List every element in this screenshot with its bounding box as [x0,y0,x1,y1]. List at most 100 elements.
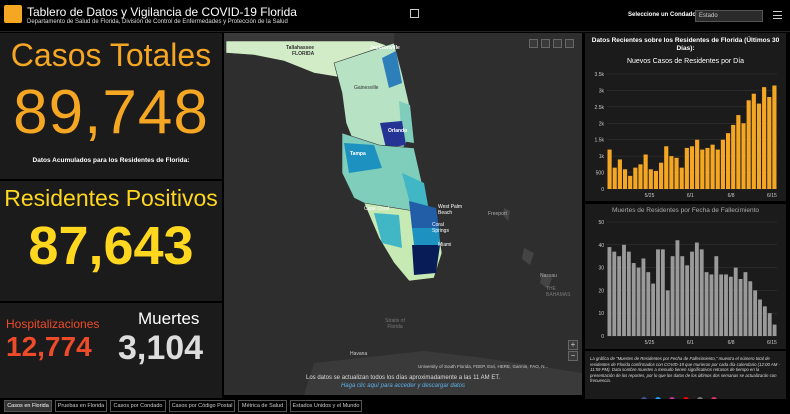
bar [607,149,612,189]
bar [736,115,741,189]
deaths-note-panel: La gráfica de "Muertes de Residentes por… [585,351,786,401]
bar [772,324,777,336]
y-tick-label: 50 [598,220,604,226]
x-tick-label: 6/15 [767,193,777,199]
tampa-county[interactable] [344,143,382,173]
bar [758,299,762,336]
x-tick-label: 5/25 [645,193,655,199]
bar [674,157,679,189]
y-tick-label: 2.5k [595,105,605,111]
cuba-land [304,351,582,395]
bar [743,272,748,336]
bar [725,133,731,189]
bar [746,100,751,189]
x-tick-label: 6/1 [687,340,694,346]
tab-bar: Casos en Florida Pruebas en Florida Caso… [0,399,790,414]
tab-metrica-de-salud[interactable]: Métrica de Salud [238,400,287,412]
total-cases-label: Casos Totales [10,37,212,73]
treasure-coast-county[interactable] [402,173,429,211]
bar [733,267,738,336]
coral-springs-label: Coral Springs [432,222,449,234]
tab-estados-unidos-y-el-mundo[interactable]: Estados Unidos y el Mundo [290,400,362,412]
deaths-chart-title: Muertes de Residentes por Fecha de Falle… [611,207,760,214]
menu-icon[interactable] [773,11,782,19]
florida-health-logo [4,5,22,23]
lee-county[interactable] [374,213,402,248]
bar [670,256,675,336]
jacksonville-label: Jacksonville [370,45,400,51]
new-cases-chart: 0 500 1k 1.5k 2k 2.5k 3k 3.5k 5/25 6/1 6/8 6/15 [595,72,777,199]
bar [700,149,705,189]
nassau-label: Nassau [540,273,557,279]
tallahassee-label: Tallahassee [286,45,314,51]
bahamas-label: THE BAHAMAS [546,286,571,298]
bar [684,147,689,189]
map-canvas[interactable] [224,33,582,395]
bar [709,274,714,336]
y-tick-label: 3.5k [595,72,605,78]
new-cases-title: Nuevos Casos de Residentes por Día [626,58,745,65]
y-tick-label: 20 [598,288,604,294]
bar [680,256,685,336]
florida-map[interactable]: Tallahassee FLORIDA Jacksonville Gainesv… [224,33,582,395]
zoom-in-button[interactable]: + [568,340,578,350]
positive-residents-value: 87,643 [28,216,194,276]
bar [612,251,617,336]
bar [669,156,674,189]
hospitalizations-label: Hospitalizaciones [6,317,100,331]
bar [653,170,659,189]
west-palm-beach-label: West Palm Beach [438,204,463,216]
bar [631,263,636,336]
recent-title: Datos Recientes sobre los Residentes de … [591,37,780,52]
deaths-note: La gráfica de "Muertes de Residentes por… [590,356,780,384]
y-tick-label: 1.5k [595,138,605,144]
map-search-icon[interactable] [529,39,538,48]
tampa-label: Tampa [350,151,366,157]
share-icon[interactable] [410,9,419,18]
bar [633,167,638,189]
orlando-county[interactable] [380,121,406,148]
bar [695,139,700,189]
bar [753,290,758,336]
tab-casos-por-codigo-postal[interactable]: Casos por Código Postal [169,400,235,412]
tab-casos-por-condado[interactable]: Casos por Condado [110,400,166,412]
x-tick-label: 5/25 [645,340,655,346]
zoom-out-button[interactable]: − [568,351,578,361]
bar [728,276,733,336]
bar [738,279,743,336]
map-attribution: University of South Florida, FDEP, Esri,… [418,364,549,369]
y-tick-label: 500 [596,171,605,177]
y-tick-label: 0 [601,187,604,193]
map-layers-icon[interactable] [553,39,562,48]
county-select[interactable]: Estado [695,10,763,22]
bar [659,162,664,189]
freeport-label: Freeport [488,211,507,217]
bar [731,124,736,189]
jacksonville-county[interactable] [382,51,402,88]
map-basemap-icon[interactable] [565,39,574,48]
bar [636,267,641,336]
map-home-icon[interactable] [541,39,550,48]
bar [679,167,684,189]
download-link[interactable]: Haga clic aquí para acceder y descargar … [340,383,466,389]
bar [751,93,756,189]
miami-dade-county[interactable] [412,245,440,275]
bar [622,169,628,189]
x-tick-label: 6/15 [767,340,777,346]
y-tick-label: 1k [599,154,605,160]
tab-pruebas-en-florida[interactable]: Pruebas en Florida [55,400,107,412]
total-cases-panel: Casos Totales 89,748 Datos Acumulados pa… [0,33,222,179]
app-subtitle: Departamento de Salud de Florida, Divisi… [27,19,288,25]
deaths-label: Muertes [138,309,200,328]
tab-casos-en-florida[interactable]: Casos en Florida [4,400,52,412]
broward-county[interactable] [412,228,440,245]
y-tick-label: 40 [598,243,604,249]
bar [714,256,719,336]
bar [762,306,767,336]
bar [767,313,772,336]
y-tick-label: 2k [599,121,605,127]
bar [612,167,617,189]
palm-beach-county[interactable] [409,201,439,228]
bar [699,249,704,336]
bar [660,249,665,336]
